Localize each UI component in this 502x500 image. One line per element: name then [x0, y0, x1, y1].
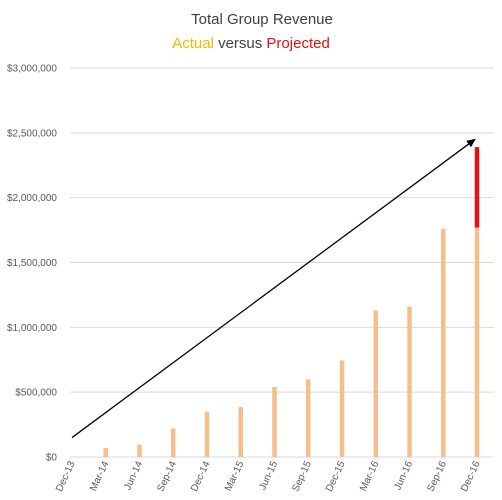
bar-projected — [474, 147, 480, 228]
y-tick-label: $500,000 — [15, 388, 57, 399]
x-axis-ticks: Dec-13 Mar-14 Jun-14 Sep-14 Dec-14 Mar-15 Jun-… — [54, 459, 483, 493]
x-tick-label: Dec-14 — [189, 459, 213, 493]
bar-actual — [441, 228, 446, 457]
y-axis-ticks: $0 $500,000 $1,000,000 $1,500,000 $2,000,000… — [7, 64, 57, 464]
x-tick-label: Jun-15 — [257, 459, 280, 492]
x-tick-label: Dec-13 — [54, 459, 78, 493]
chart-title: Total Group Revenue — [191, 11, 333, 28]
bar-actual — [204, 411, 210, 457]
bar-actual — [339, 360, 345, 457]
x-tick-label: Dec-15 — [324, 459, 348, 493]
y-tick-label: $1,500,000 — [7, 258, 57, 269]
bar-actual — [373, 310, 378, 457]
bar-actual — [474, 227, 480, 457]
y-tick-label: $1,000,000 — [7, 323, 57, 334]
chart-subtitle: Actual versus Projected — [172, 35, 330, 52]
gridlines — [70, 67, 494, 458]
bar-actual — [137, 444, 142, 457]
x-tick-label: Mar-14 — [88, 459, 112, 493]
x-tick-label: Mar-16 — [358, 459, 382, 493]
y-tick-label: $2,500,000 — [7, 128, 57, 139]
subtitle-connector: versus — [214, 35, 267, 52]
bar-actual — [171, 428, 176, 457]
bar-actual — [407, 306, 412, 457]
trend-arrow — [71, 138, 476, 439]
bar-actual — [103, 447, 108, 457]
x-tick-label: Sep-16 — [425, 459, 449, 493]
y-tick-label: $3,000,000 — [7, 64, 57, 75]
subtitle-projected: Projected — [266, 35, 329, 52]
x-tick-label: Jun-14 — [122, 459, 145, 492]
subtitle-actual: Actual — [172, 35, 214, 52]
x-tick-label: Jun-16 — [392, 459, 415, 492]
bar-actual — [238, 407, 243, 457]
x-tick-label: Sep-15 — [290, 459, 314, 493]
bar-actual — [272, 386, 277, 457]
y-tick-label: $2,000,000 — [7, 193, 57, 204]
bar-actual — [306, 379, 311, 457]
bars — [103, 147, 480, 457]
y-tick-label: $0 — [46, 453, 58, 464]
x-tick-label: Dec-16 — [459, 459, 483, 493]
x-tick-label: Sep-14 — [155, 459, 179, 493]
x-tick-label: Mar-15 — [223, 459, 247, 493]
